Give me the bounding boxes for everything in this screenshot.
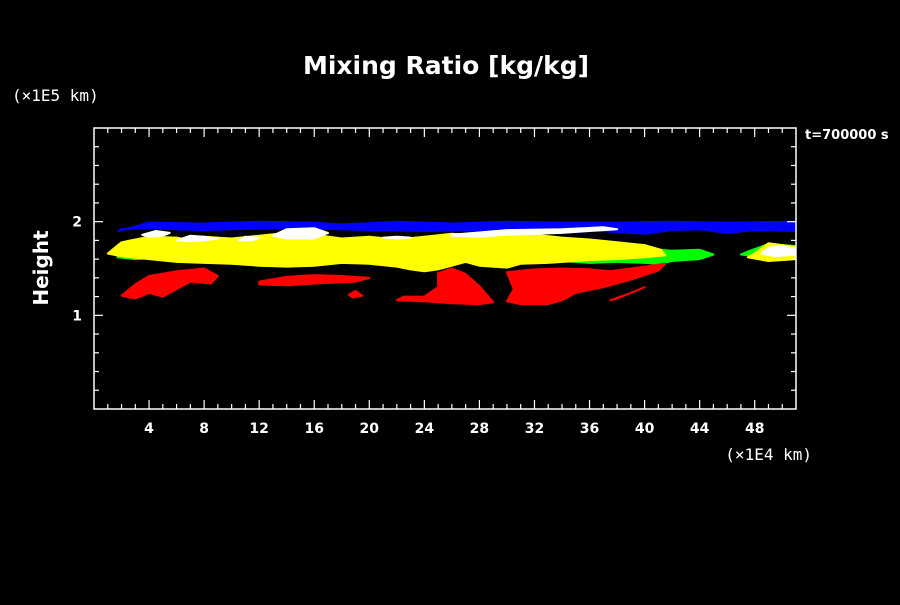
contour-region-3-2 <box>395 267 495 306</box>
contour-region-4-6 <box>760 245 796 258</box>
contour-region-4-1 <box>175 234 219 243</box>
contour-region-0-0 <box>117 220 796 235</box>
time-label: t=700000 s <box>805 128 889 143</box>
y-tick-label: 1 <box>72 308 82 324</box>
x-tick-label: 4 <box>144 421 154 437</box>
x-tick-label: 8 <box>199 421 209 437</box>
contour-region-4-4 <box>382 235 412 240</box>
contour-region-4-3 <box>271 227 329 240</box>
contour-region-4-5 <box>450 226 619 238</box>
x-unit-label: (×1E4 km) <box>725 445 812 464</box>
x-tick-label: 28 <box>470 421 489 437</box>
contour-region-3-3 <box>505 262 667 306</box>
plot-area <box>106 220 796 306</box>
x-tick-label: 32 <box>525 421 544 437</box>
y-unit-label: (×1E5 km) <box>12 86 99 105</box>
x-tick-label: 40 <box>635 421 655 437</box>
contour-region-3-1 <box>258 274 371 287</box>
x-tick-label: 16 <box>304 421 323 437</box>
contour-region-4-2 <box>237 235 261 242</box>
x-tick-label: 24 <box>415 421 435 437</box>
x-tick-label: 12 <box>249 421 268 437</box>
chart-title: Mixing Ratio [kg/kg] <box>303 51 589 80</box>
contour-region-3-0 <box>120 267 219 300</box>
y-tick-label: 2 <box>72 215 82 231</box>
y-axis-label: Height <box>29 230 53 306</box>
contour-region-3-4 <box>609 286 646 302</box>
x-tick-label: 44 <box>690 421 710 437</box>
x-tick-label: 36 <box>580 421 599 437</box>
x-tick-label: 48 <box>745 421 764 437</box>
plot-frame <box>93 127 797 410</box>
x-tick-label: 20 <box>360 421 380 437</box>
contour-region-4-0 <box>141 230 171 238</box>
contour-region-3-5 <box>347 290 364 299</box>
